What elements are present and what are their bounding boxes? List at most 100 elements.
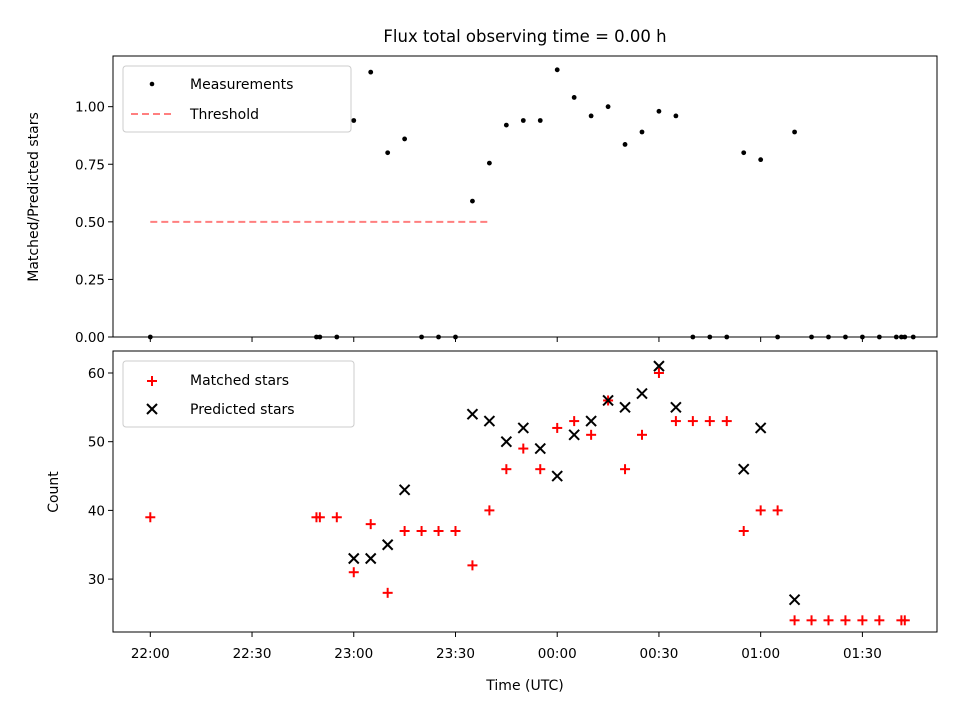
matched-star-point bbox=[772, 505, 783, 516]
bottom-legend-frame bbox=[122, 360, 355, 428]
measurement-point bbox=[588, 113, 594, 119]
measurement-point bbox=[470, 198, 475, 204]
legend-predicted-marker bbox=[146, 403, 158, 415]
matched-star-point bbox=[806, 615, 817, 626]
top-legend-frame bbox=[122, 65, 352, 133]
legend-threshold-label: Threshold bbox=[189, 107, 259, 123]
legend-measurements-marker bbox=[149, 81, 155, 87]
matched-star-point bbox=[433, 526, 444, 537]
predicted-star-point bbox=[466, 408, 479, 420]
measurement-point bbox=[622, 142, 628, 147]
bottom-legend: Matched stars Predicted stars bbox=[122, 360, 355, 428]
predicted-star-point bbox=[754, 422, 767, 434]
measurement-point bbox=[859, 334, 865, 340]
measurement-point bbox=[639, 129, 645, 135]
matched-star-point bbox=[899, 615, 910, 626]
matched-star-point bbox=[636, 429, 647, 440]
predicted-star-point bbox=[568, 429, 580, 441]
matched-star-point bbox=[365, 519, 376, 530]
matched-star-point bbox=[840, 615, 851, 626]
matched-star-point bbox=[874, 615, 885, 626]
matched-star-point bbox=[518, 443, 529, 454]
top-y-tick-label: 0.00 bbox=[75, 330, 105, 346]
measurement-point bbox=[419, 334, 424, 340]
matched-star-point bbox=[467, 560, 478, 571]
bottom-x-tick-label: 22:30 bbox=[233, 646, 272, 662]
predicted-star-point bbox=[738, 463, 750, 475]
matched-star-point bbox=[348, 567, 359, 578]
predicted-star-point bbox=[348, 552, 360, 565]
matched-star-point bbox=[755, 505, 766, 516]
measurement-point bbox=[147, 334, 153, 340]
bottom-y-ticks: 30 40 50 60 bbox=[88, 366, 113, 588]
predicted-star-point bbox=[788, 594, 801, 606]
matched-star-point bbox=[789, 615, 800, 626]
chart-title: Flux total observing time = 0.00 h bbox=[383, 27, 666, 46]
matched-star-point bbox=[823, 615, 834, 626]
measurement-point bbox=[826, 334, 831, 340]
predicted-star-point bbox=[670, 401, 682, 414]
legend-measurements-label: Measurements bbox=[190, 77, 293, 93]
top-legend: Measurements Threshold bbox=[122, 65, 352, 133]
matched-star-point bbox=[670, 416, 681, 427]
bottom-x-tick-label: 00:00 bbox=[538, 646, 577, 662]
matched-star-point bbox=[687, 416, 698, 427]
bottom-y-axis-label: Count bbox=[46, 471, 62, 513]
matched-star-point bbox=[857, 615, 868, 626]
measurement-point bbox=[368, 69, 374, 75]
measurement-point bbox=[898, 334, 904, 340]
measurement-point bbox=[436, 334, 441, 340]
measurement-point bbox=[741, 150, 747, 156]
measurement-point bbox=[334, 334, 340, 340]
bottom-x-tick-label: 23:00 bbox=[334, 646, 373, 662]
bottom-x-tick-label: 01:00 bbox=[741, 646, 780, 662]
predicted-star-point bbox=[483, 415, 496, 427]
measurement-point bbox=[554, 67, 560, 73]
bottom-panel: 30 40 50 60 22:00 22:30 23:00 23:30 00:00 00:30 0… bbox=[46, 350, 938, 694]
matched-star-point bbox=[552, 422, 563, 433]
top-y-tick-label: 0.50 bbox=[75, 215, 105, 231]
matched-star-point bbox=[738, 526, 749, 537]
measurement-point bbox=[402, 136, 408, 142]
matched-star-point bbox=[484, 505, 495, 516]
bottom-x-tick-label: 01:30 bbox=[843, 646, 882, 662]
predicted-star-point bbox=[551, 470, 563, 482]
matched-star-point bbox=[569, 416, 580, 427]
measurement-point bbox=[792, 129, 797, 135]
top-plot-area bbox=[112, 55, 938, 338]
matched-star-point bbox=[501, 464, 512, 475]
matched-star-point bbox=[331, 512, 342, 523]
legend-predicted-label: Predicted stars bbox=[190, 402, 295, 418]
measurement-point bbox=[876, 334, 882, 340]
top-y-axis-label: Matched/Predicted stars bbox=[26, 112, 42, 282]
top-y-tick-label: 1.00 bbox=[75, 100, 105, 116]
matched-star-point bbox=[535, 464, 546, 475]
measurement-point bbox=[605, 104, 611, 110]
measurement-point bbox=[486, 160, 492, 166]
bottom-plot-area bbox=[112, 350, 938, 633]
predicted-star-point bbox=[365, 552, 377, 565]
bottom-x-ticks: 22:00 22:30 23:00 23:30 00:00 00:30 01:00 01:30 bbox=[131, 632, 882, 662]
bottom-x-tick-label: 00:30 bbox=[639, 646, 678, 662]
bottom-y-tick-label: 30 bbox=[88, 572, 105, 588]
x-axis-label: Time (UTC) bbox=[485, 678, 563, 694]
matched-star-point bbox=[653, 367, 664, 378]
measurement-point bbox=[317, 334, 323, 340]
measurement-point bbox=[893, 334, 899, 340]
measurement-point bbox=[758, 157, 764, 163]
matched-star-point bbox=[586, 429, 597, 440]
matched-star-point bbox=[416, 526, 427, 537]
predicted-star-point bbox=[585, 415, 597, 427]
predicted-star-point bbox=[534, 442, 546, 455]
matched-star-point bbox=[620, 464, 631, 475]
bottom-y-tick-label: 60 bbox=[88, 366, 105, 382]
top-y-tick-label: 0.75 bbox=[75, 157, 105, 173]
measurement-point bbox=[707, 334, 713, 340]
predicted-star-point bbox=[398, 484, 411, 496]
measurement-point bbox=[656, 108, 662, 114]
measurement-points bbox=[147, 67, 916, 340]
measurement-point bbox=[673, 113, 679, 119]
bottom-y-tick-label: 50 bbox=[88, 435, 105, 451]
matched-star-point bbox=[450, 526, 461, 537]
